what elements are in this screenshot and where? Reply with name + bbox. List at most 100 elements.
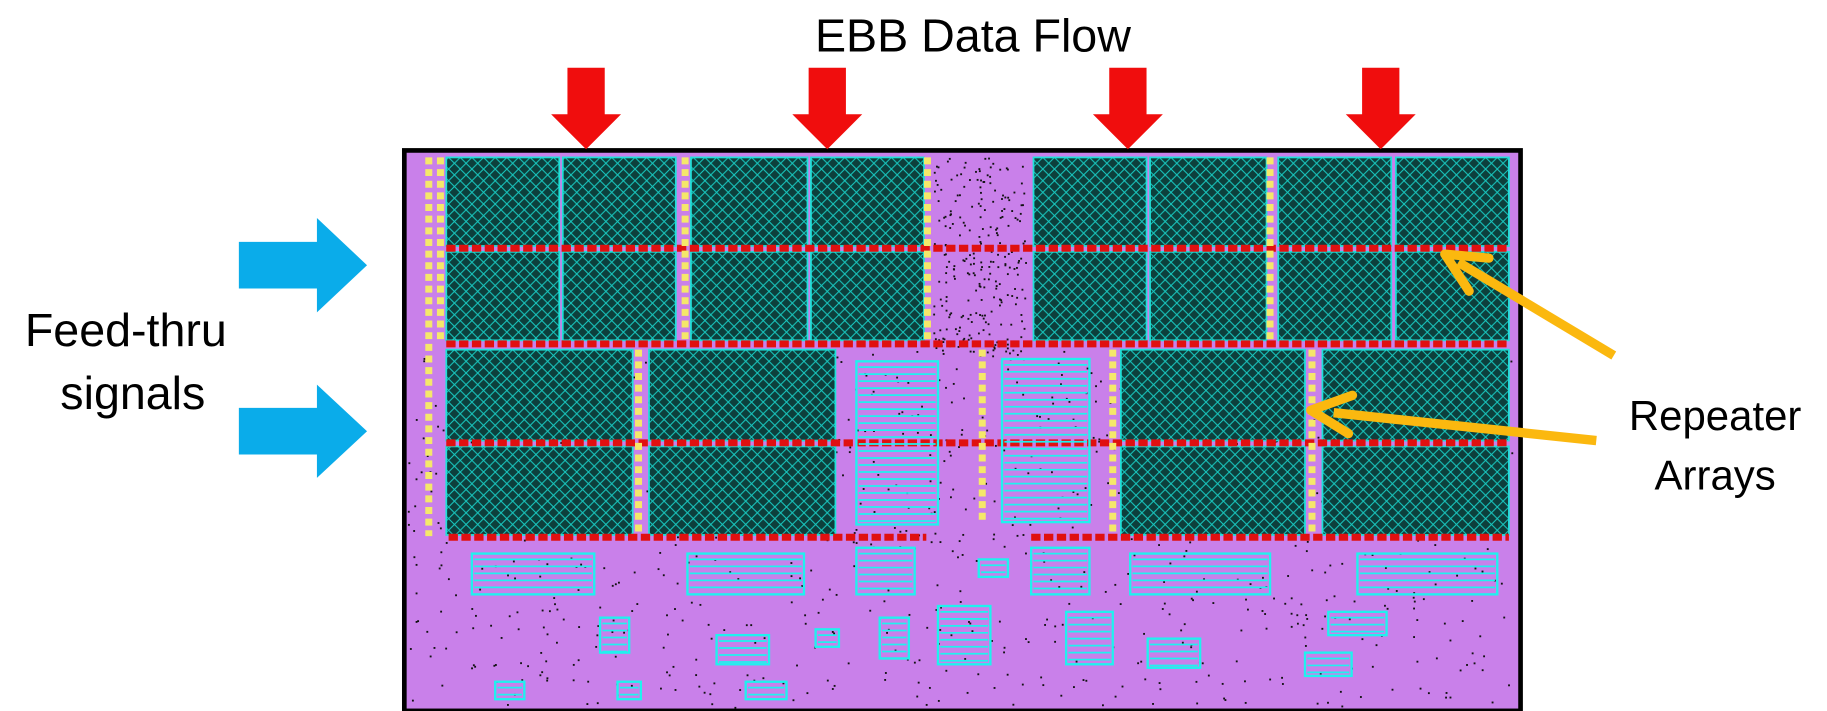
speckle <box>1247 609 1249 611</box>
speckle <box>691 602 693 604</box>
speckle <box>959 327 961 329</box>
speckle <box>935 533 937 535</box>
speckle <box>957 194 959 196</box>
speckle <box>973 257 975 259</box>
speckle <box>1004 197 1006 199</box>
speckle <box>990 166 992 168</box>
speckle <box>973 498 975 500</box>
speckle <box>1245 599 1247 601</box>
speckle <box>967 318 969 320</box>
feed-thru-label: Feed-thru <box>25 304 227 356</box>
data-flow-arrow <box>1346 68 1416 150</box>
speckle <box>471 608 473 610</box>
speckle <box>410 648 412 650</box>
speckle <box>441 564 443 566</box>
speckle <box>666 671 668 673</box>
speckle <box>723 629 725 631</box>
speckle <box>956 174 958 176</box>
speckle <box>960 601 962 603</box>
speckle <box>926 627 928 629</box>
speckle <box>704 692 706 694</box>
speckle <box>587 681 589 683</box>
speckle <box>935 180 937 182</box>
speckle <box>970 314 972 316</box>
speckle <box>945 272 947 274</box>
speckle <box>416 419 418 421</box>
speckle <box>954 278 956 280</box>
speckle <box>434 647 436 649</box>
speckle <box>677 536 679 538</box>
speckle <box>501 637 503 639</box>
speckle <box>950 210 952 212</box>
speckle <box>1423 598 1425 600</box>
data-flow-arrow <box>792 68 862 150</box>
speckle <box>974 274 976 276</box>
speckle <box>554 603 556 605</box>
memory-macro <box>1322 446 1508 535</box>
speckle <box>448 578 450 580</box>
speckle <box>986 430 988 432</box>
speckle <box>493 665 495 667</box>
speckle <box>969 229 971 231</box>
speckle <box>943 460 945 462</box>
speckle <box>981 266 983 268</box>
speckle <box>1020 314 1022 316</box>
speckle <box>999 169 1001 171</box>
speckle <box>475 615 477 617</box>
speckle <box>708 624 710 626</box>
speckle <box>1024 240 1026 242</box>
speckle <box>1413 608 1415 610</box>
speckle <box>673 666 675 668</box>
speckle <box>1492 702 1494 704</box>
speckle <box>1327 702 1329 704</box>
speckle <box>888 489 890 491</box>
speckle <box>1017 535 1019 537</box>
speckle <box>942 338 944 340</box>
speckle <box>739 689 741 691</box>
speckle <box>990 226 992 228</box>
speckle <box>994 687 996 689</box>
speckle <box>973 272 975 274</box>
speckle <box>1306 550 1308 552</box>
speckle <box>969 623 971 625</box>
speckle <box>1360 696 1362 698</box>
speckle <box>696 555 698 557</box>
speckle <box>1420 688 1422 690</box>
speckle <box>1236 660 1238 662</box>
speckle <box>953 275 955 277</box>
speckle <box>1095 401 1097 403</box>
speckle <box>1000 324 1002 326</box>
speckle <box>950 312 952 314</box>
speckle <box>1017 219 1019 221</box>
speckle <box>1273 598 1275 600</box>
speckle <box>1250 583 1252 585</box>
speckle <box>541 671 543 673</box>
speckle <box>599 607 601 609</box>
speckle <box>1023 193 1025 195</box>
speckle <box>989 182 991 184</box>
data-flow-arrow <box>551 68 621 150</box>
speckle <box>984 209 986 211</box>
speckle <box>1015 217 1017 219</box>
speckle <box>853 541 855 543</box>
speckle <box>1510 361 1512 363</box>
speckle <box>939 329 941 331</box>
speckle <box>1022 166 1024 168</box>
memory-macro <box>691 252 808 341</box>
speckle <box>1450 697 1452 699</box>
memory-macro <box>1150 252 1267 341</box>
speckle <box>1007 294 1009 296</box>
speckle <box>1096 451 1098 453</box>
speckle <box>695 674 697 676</box>
speckle <box>1300 603 1302 605</box>
speckle <box>1008 199 1010 201</box>
speckle <box>1184 623 1186 625</box>
speckle <box>1004 264 1006 266</box>
speckle <box>979 314 981 316</box>
page: EBB Data Flow Feed-thru signals Repeater… <box>0 0 1827 711</box>
speckle <box>1022 684 1024 686</box>
speckle <box>989 176 991 178</box>
speckle <box>1036 415 1038 417</box>
speckle <box>1158 544 1160 546</box>
speckle <box>863 488 865 490</box>
